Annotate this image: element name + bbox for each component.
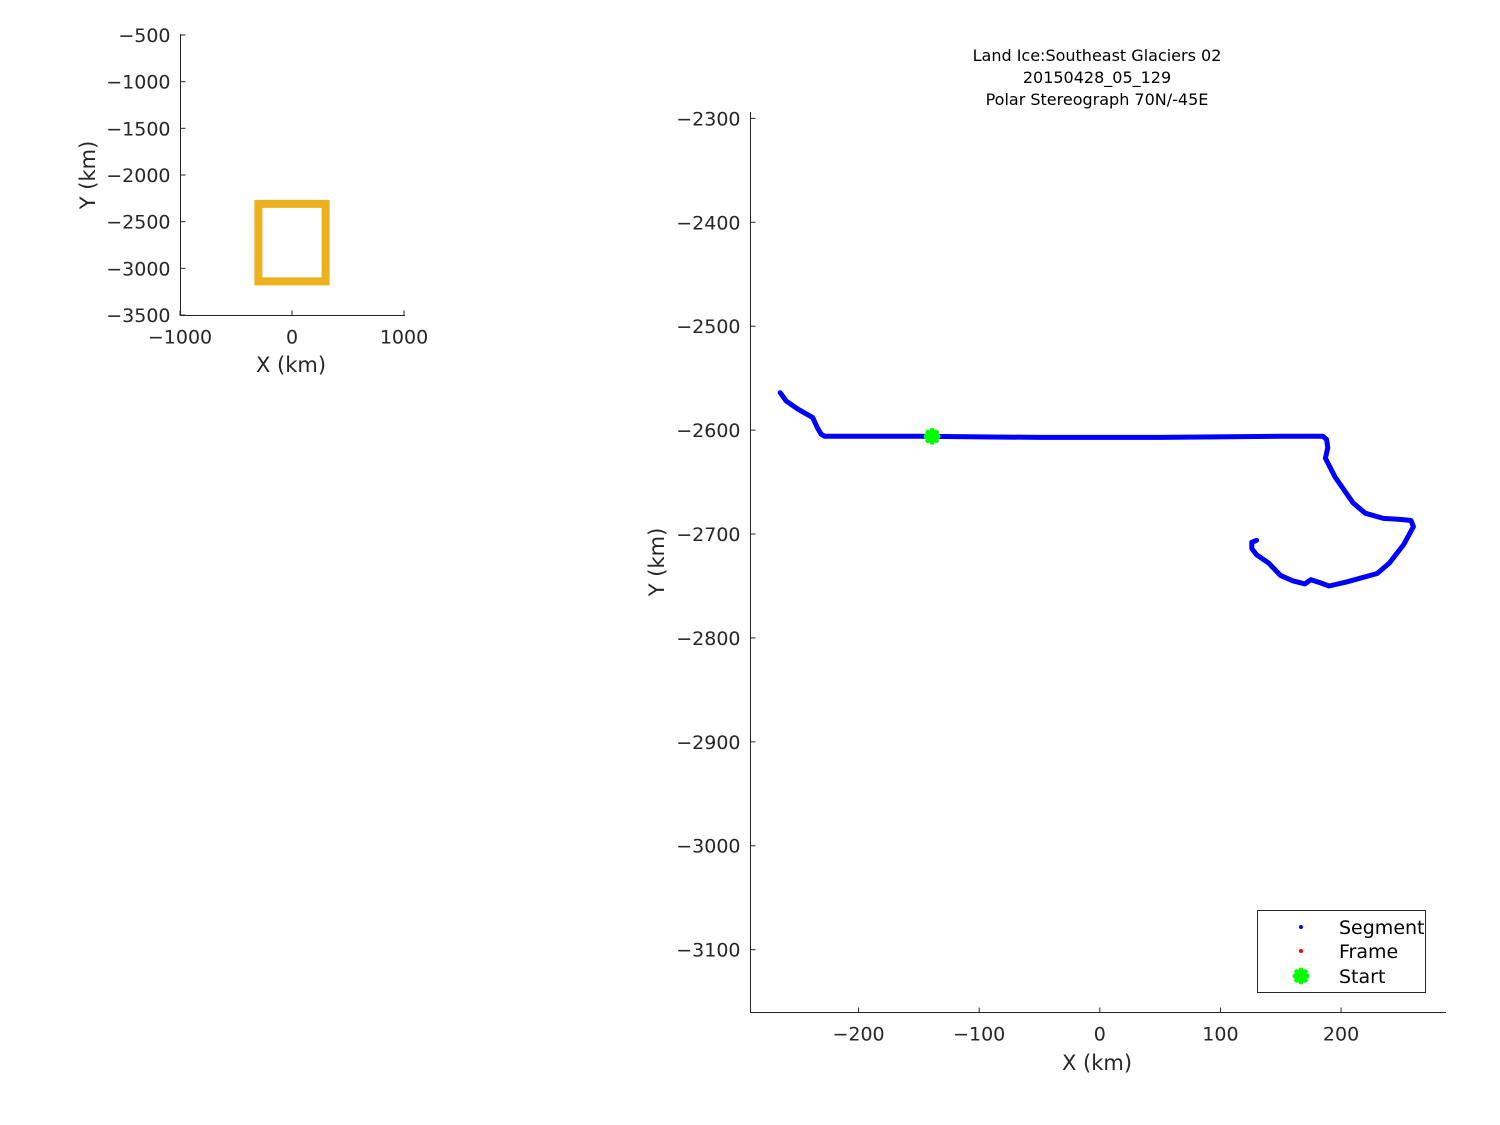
- start-point-0-stroke-3: [925, 429, 939, 444]
- overview-ticks: −1000 0 1000 −500 −1000 −1500 −2000 −2500 −3000 −…: [106, 25, 428, 349]
- legend-start-stroke-3: [1294, 969, 1308, 983]
- overview-axes: −1000 0 1000 −500 −1000 −1500 −2000 −2500 −3000 −…: [76, 25, 428, 377]
- chart-title-line-3: Polar Stereograph 70N/-45E: [986, 90, 1209, 109]
- overview-y-tick-label-1: −1000: [106, 72, 170, 94]
- chart-title-line-1: Land Ice:Southeast Glaciers 02: [973, 46, 1222, 65]
- main-x-tick-label-2: 0: [1094, 1024, 1106, 1046]
- overview-y-label: Y (km): [76, 141, 100, 211]
- overview-y-tick-label-3: −2000: [106, 165, 170, 187]
- overview-outline-shape: [254, 199, 330, 286]
- legend: Segment Frame Start: [1257, 910, 1426, 993]
- legend-segment-label: Segment: [1339, 917, 1425, 939]
- main-y-label: Y (km): [645, 528, 669, 598]
- main-x-tick-label-3: 100: [1202, 1024, 1238, 1046]
- overview-x-tick-label-2: 1000: [380, 327, 428, 349]
- legend-frame-marker: [1299, 949, 1303, 953]
- main-y-tick-label-7: −3000: [676, 836, 740, 858]
- legend-segment-marker: [1299, 925, 1303, 929]
- chart-title-line-2: 20150428_05_129: [1023, 68, 1171, 88]
- main-y-tick-label-2: −2500: [676, 316, 740, 338]
- legend-frame-label: Frame: [1339, 941, 1398, 963]
- main-x-tick-label-0: −200: [832, 1024, 884, 1046]
- segment-path: [777, 390, 1416, 589]
- main-y-tick-label-3: −2600: [676, 420, 740, 442]
- overview-x-label: X (km): [256, 353, 326, 377]
- main-y-tick-label-4: −2700: [676, 524, 740, 546]
- main-x-label: X (km): [1062, 1051, 1132, 1075]
- main-y-tick-label-5: −2800: [676, 628, 740, 650]
- start-marker: [923, 427, 941, 445]
- overview-y-tick-label-6: −3500: [106, 305, 170, 327]
- main-y-tick-label-0: −2300: [676, 108, 740, 130]
- overview-y-tick-label-5: −3000: [106, 258, 170, 280]
- legend-box: [1257, 910, 1426, 993]
- overview-y-tick-label-2: −1500: [106, 118, 170, 140]
- main-x-tick-label-1: −100: [953, 1024, 1005, 1046]
- main-axes: Land Ice:Southeast Glaciers 02 20150428_…: [645, 46, 1446, 1075]
- overview-x-tick-label-0: −1000: [148, 327, 212, 349]
- legend-start-marker: [1292, 967, 1310, 985]
- main-x-tick-label-4: 200: [1323, 1024, 1359, 1046]
- legend-start-label: Start: [1339, 966, 1385, 988]
- overview-y-tick-label-0: −500: [118, 25, 170, 47]
- main-y-tick-label-1: −2400: [676, 212, 740, 234]
- main-ticks: −200 −100 0 100 200 −2300 −2400 −2500 −2600 −2700…: [676, 108, 1359, 1045]
- main-y-tick-label-8: −3100: [676, 940, 740, 962]
- overview-y-tick-label-4: −2500: [106, 212, 170, 234]
- overview-x-tick-label-1: 0: [286, 327, 298, 349]
- main-y-tick-label-6: −2900: [676, 732, 740, 754]
